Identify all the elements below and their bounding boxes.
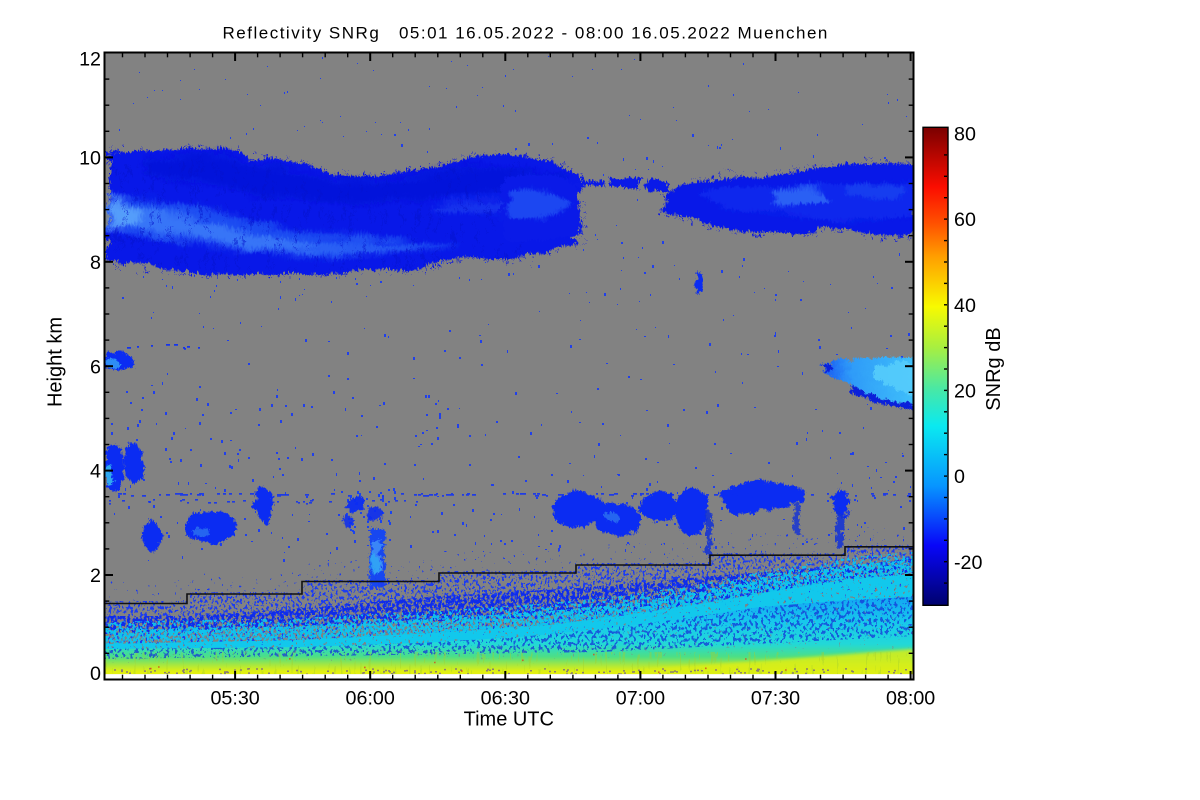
svg-text:Reflectivity SNRg 05:01 16.0: Reflectivity SNRg 05:01 16.05.2022 - 08:… [223, 24, 829, 43]
svg-text:10: 10 [79, 148, 101, 170]
svg-text:8: 8 [90, 252, 101, 274]
svg-text:Height km: Height km [45, 317, 67, 407]
svg-text:-20: -20 [954, 552, 983, 574]
svg-text:Time UTC: Time UTC [464, 709, 554, 731]
svg-text:4: 4 [90, 461, 101, 483]
svg-text:20: 20 [954, 381, 976, 403]
svg-text:6: 6 [90, 356, 101, 378]
svg-text:0: 0 [90, 663, 101, 685]
svg-text:2: 2 [90, 565, 101, 587]
svg-text:60: 60 [954, 209, 976, 231]
svg-text:80: 80 [954, 124, 976, 146]
svg-text:0: 0 [954, 466, 965, 488]
svg-text:05:30: 05:30 [210, 688, 259, 710]
svg-text:06:00: 06:00 [346, 688, 395, 710]
svg-text:07:00: 07:00 [616, 688, 665, 710]
svg-text:07:30: 07:30 [751, 688, 800, 710]
svg-text:06:30: 06:30 [481, 688, 530, 710]
svg-text:SNRg dB: SNRg dB [983, 327, 1005, 410]
svg-text:12: 12 [79, 49, 101, 71]
svg-text:40: 40 [954, 295, 976, 317]
svg-text:08:00: 08:00 [886, 688, 935, 710]
